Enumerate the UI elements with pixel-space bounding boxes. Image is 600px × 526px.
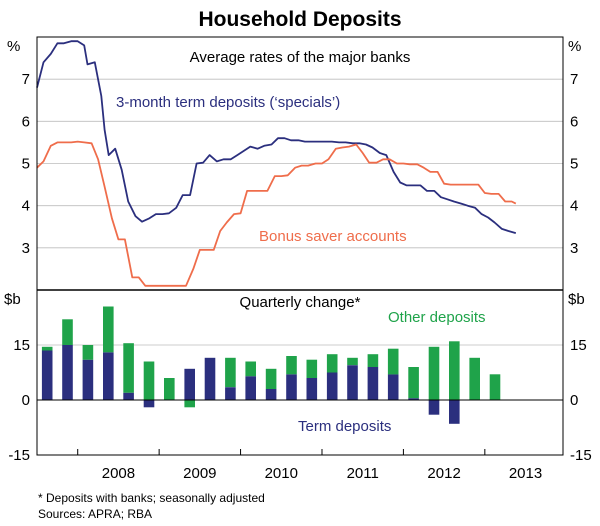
footnote: * Deposits with banks; seasonally adjust… bbox=[38, 491, 265, 505]
x-tick-label: 2013 bbox=[509, 465, 542, 482]
series-line-0 bbox=[36, 40, 517, 234]
other-deposit-bar bbox=[265, 368, 277, 389]
other-deposit-bar bbox=[41, 346, 53, 351]
bottom-unit-label-left: $b bbox=[4, 291, 21, 308]
other-deposit-bar bbox=[387, 348, 399, 375]
other-deposit-bar bbox=[245, 361, 256, 377]
top-ytick-right: 3 bbox=[570, 240, 578, 257]
top-ytick-right: 5 bbox=[570, 156, 578, 173]
term-deposit-bar bbox=[184, 368, 195, 400]
term-deposit-bar bbox=[62, 345, 73, 400]
top-unit-label-right: % bbox=[568, 38, 581, 55]
term-deposit-bar bbox=[428, 400, 440, 415]
legend-term-deposits: Term deposits bbox=[298, 418, 391, 435]
term-deposit-bar bbox=[143, 400, 155, 408]
other-deposit-bar bbox=[225, 357, 236, 388]
other-deposit-bar bbox=[184, 400, 195, 408]
other-deposit-bar bbox=[489, 374, 501, 400]
other-deposit-bar bbox=[449, 341, 460, 400]
term-deposit-bar bbox=[204, 357, 216, 400]
plot-frame bbox=[36, 36, 564, 456]
x-tick-label: 2012 bbox=[427, 465, 460, 482]
bottom-panel-subtitle: Quarterly change* bbox=[240, 294, 361, 311]
other-deposit-bar bbox=[164, 378, 175, 400]
legend-term-deposit-specials: 3-month term deposits (‘specials’) bbox=[116, 94, 340, 111]
top-panel-subtitle: Average rates of the major banks bbox=[190, 49, 411, 66]
bottom-ytick-right: -15 bbox=[570, 447, 592, 464]
term-deposit-bar bbox=[347, 365, 358, 400]
other-deposit-bar bbox=[326, 354, 338, 373]
term-deposit-bar bbox=[408, 398, 419, 400]
term-deposit-bar bbox=[286, 374, 297, 400]
bottom-ytick-right: 15 bbox=[570, 337, 587, 354]
x-tick-label: 2009 bbox=[183, 465, 216, 482]
other-deposit-bar bbox=[82, 345, 94, 360]
top-ytick-left: 6 bbox=[22, 113, 30, 130]
top-panel-gridlines bbox=[37, 78, 563, 249]
other-deposit-bar bbox=[143, 361, 155, 400]
other-deposit-bar bbox=[286, 356, 297, 375]
y-axis-tick-labels: 3 3 4 4 5 5 6 6 7 7 -15 -15 0 0 15 15 bbox=[8, 71, 591, 464]
other-deposit-bar bbox=[306, 359, 318, 378]
term-deposit-bar bbox=[123, 392, 134, 400]
other-deposit-bar bbox=[62, 319, 73, 345]
series-line-1 bbox=[36, 140, 517, 287]
legend-bonus-saver: Bonus saver accounts bbox=[259, 228, 407, 245]
term-deposit-bar bbox=[103, 352, 114, 400]
bottom-unit-label-right: $b bbox=[568, 291, 585, 308]
top-unit-label-left: % bbox=[7, 38, 20, 55]
x-axis-ticks: 2008 2009 2010 2011 2012 2013 bbox=[77, 449, 542, 482]
term-deposit-bar bbox=[245, 376, 256, 400]
bottom-ytick-left: 0 bbox=[22, 392, 30, 409]
term-deposit-bar bbox=[449, 400, 460, 424]
top-ytick-right: 4 bbox=[570, 198, 578, 215]
top-ytick-right: 7 bbox=[570, 71, 578, 88]
rate-lines bbox=[36, 40, 517, 287]
bottom-ytick-left: -15 bbox=[8, 447, 30, 464]
term-deposit-bar bbox=[387, 374, 399, 400]
other-deposit-bar bbox=[469, 357, 480, 400]
sources: Sources: APRA; RBA bbox=[38, 507, 152, 521]
top-ytick-left: 3 bbox=[22, 240, 30, 257]
other-deposit-bar bbox=[123, 343, 134, 393]
chart-title: Household Deposits bbox=[198, 8, 401, 31]
legend-other-deposits: Other deposits bbox=[388, 309, 486, 326]
bottom-ytick-right: 0 bbox=[570, 392, 578, 409]
term-deposit-bar bbox=[326, 372, 338, 400]
bottom-ytick-left: 15 bbox=[13, 337, 30, 354]
top-ytick-right: 6 bbox=[570, 113, 578, 130]
other-deposit-bar bbox=[428, 346, 440, 400]
x-tick-label: 2011 bbox=[347, 465, 379, 482]
other-deposit-bar bbox=[408, 367, 419, 399]
term-deposit-bar bbox=[41, 350, 53, 400]
term-deposit-bar bbox=[225, 387, 236, 400]
x-tick-label: 2008 bbox=[102, 465, 135, 482]
term-deposit-bar bbox=[265, 389, 277, 400]
term-deposit-bar bbox=[306, 378, 318, 400]
x-tick-label: 2010 bbox=[265, 465, 298, 482]
term-deposit-bar bbox=[367, 367, 379, 400]
other-deposit-bar bbox=[103, 306, 114, 353]
quarterly-change-bars bbox=[41, 306, 501, 424]
other-deposit-bar bbox=[367, 354, 379, 367]
other-deposit-bar bbox=[347, 357, 358, 366]
term-deposit-bar bbox=[82, 359, 94, 400]
top-ytick-left: 5 bbox=[22, 156, 30, 173]
top-ytick-left: 4 bbox=[22, 198, 30, 215]
top-ytick-left: 7 bbox=[22, 71, 30, 88]
